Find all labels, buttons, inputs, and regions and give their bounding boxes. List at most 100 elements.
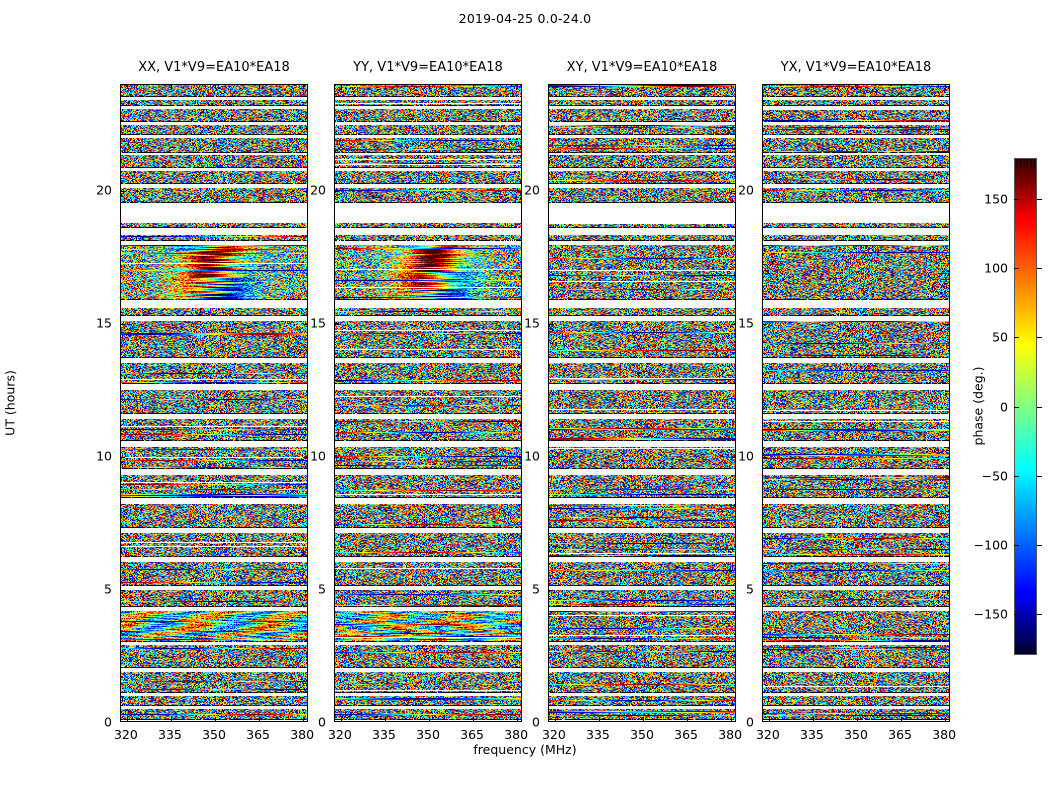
panel-title-xx: XX, V1*V9=EA10*EA18 xyxy=(138,60,290,75)
colorbar-tick xyxy=(1014,199,1019,201)
x-tick-label: 350 xyxy=(630,727,654,742)
x-tick xyxy=(429,717,430,721)
x-tick xyxy=(340,85,342,89)
x-tick xyxy=(170,85,172,89)
y-axis-label: UT (hours) xyxy=(2,370,18,436)
heatmap-yx xyxy=(763,85,949,721)
x-tick xyxy=(170,717,172,721)
colorbar-tick-label: 100 xyxy=(984,260,1008,276)
panel-xx: XX, V1*V9=EA10*EA18 320 335 350 365 380 0 5 10 15… xyxy=(96,60,314,742)
colorbar-tick xyxy=(1037,268,1042,270)
x-tick-label: 380 xyxy=(718,727,743,742)
y-tick-label: 5 xyxy=(532,581,540,597)
x-tick-label: 365 xyxy=(460,727,484,742)
y-tick xyxy=(945,324,949,326)
y-tick-label: 15 xyxy=(96,315,112,331)
x-tick xyxy=(303,85,305,89)
x-tick xyxy=(517,85,519,89)
y-tick xyxy=(945,590,949,592)
x-tick-label: 335 xyxy=(158,727,182,742)
y-tick-label: 20 xyxy=(738,182,754,198)
panel-title-xy: XY, V1*V9=EA10*EA18 xyxy=(566,60,718,75)
x-tick xyxy=(215,85,216,89)
axes-yy[interactable] xyxy=(334,84,522,722)
y-tick-label: 15 xyxy=(310,315,326,331)
figure-suptitle: 2019-04-25 0.0-24.0 xyxy=(458,11,592,26)
panel-yy: YY, V1*V9=EA10*EA18 320 335 350 365 380 0 5 10 15… xyxy=(310,60,528,742)
y-tick xyxy=(549,590,553,592)
y-tick xyxy=(517,457,521,459)
y-tick xyxy=(763,457,767,459)
y-tick xyxy=(945,191,949,193)
y-tick-label: 10 xyxy=(738,448,754,464)
axes-xy[interactable] xyxy=(548,84,736,722)
y-tick-label: 20 xyxy=(310,182,326,198)
panel-title-yy: YY, V1*V9=EA10*EA18 xyxy=(353,60,503,75)
colorbar-tick xyxy=(1014,406,1019,408)
y-tick xyxy=(121,590,125,592)
x-tick xyxy=(901,85,903,89)
y-tick xyxy=(763,324,767,326)
x-tick xyxy=(901,717,903,721)
y-tick xyxy=(303,324,307,326)
y-tick xyxy=(121,191,125,193)
heatmap-xx xyxy=(121,85,307,721)
x-tick xyxy=(812,85,814,89)
x-tick-label: 320 xyxy=(755,727,780,742)
colorbar-tick xyxy=(1014,475,1019,477)
x-tick xyxy=(598,85,600,89)
x-tick xyxy=(259,85,261,89)
panel-xy: XY, V1*V9=EA10*EA18 320 335 350 365 380 0 5 10 15… xyxy=(524,60,742,742)
y-tick-label: 5 xyxy=(318,581,326,597)
colorbar-tick xyxy=(1014,613,1019,615)
y-tick-label: 15 xyxy=(524,315,540,331)
panel-yx: YX, V1*V9=EA10*EA18 320 335 350 365 380 0 5 10 15… xyxy=(738,60,956,742)
y-tick-label: 20 xyxy=(524,182,540,198)
x-tick-label: 365 xyxy=(674,727,698,742)
x-tick xyxy=(768,717,770,721)
x-tick xyxy=(554,717,556,721)
axes-xx[interactable] xyxy=(120,84,308,722)
x-tick xyxy=(945,717,947,721)
x-tick xyxy=(812,717,814,721)
y-tick-label: 20 xyxy=(96,182,112,198)
x-tick-label: 320 xyxy=(113,727,138,742)
colorbar-tick xyxy=(1037,613,1042,615)
x-tick xyxy=(687,85,689,89)
y-tick xyxy=(335,191,339,193)
x-tick xyxy=(945,85,947,89)
x-tick-label: 380 xyxy=(290,727,315,742)
x-tick-label: 380 xyxy=(504,727,529,742)
y-tick xyxy=(517,191,521,193)
x-tick xyxy=(643,85,644,89)
x-tick xyxy=(598,717,600,721)
y-tick xyxy=(731,191,735,193)
colorbar-tick-label: −50 xyxy=(981,468,1008,484)
y-tick xyxy=(731,457,735,459)
x-tick xyxy=(731,717,733,721)
x-tick-label: 335 xyxy=(586,727,610,742)
colorbar-gradient xyxy=(1015,159,1036,654)
colorbar-tick xyxy=(1037,406,1042,408)
y-tick xyxy=(945,457,949,459)
x-tick-label: 350 xyxy=(416,727,440,742)
y-tick xyxy=(335,590,339,592)
x-tick xyxy=(473,717,475,721)
x-tick xyxy=(517,717,519,721)
y-tick-label: 10 xyxy=(96,448,112,464)
x-tick-label: 365 xyxy=(246,727,270,742)
x-tick xyxy=(429,85,430,89)
x-tick xyxy=(473,85,475,89)
y-tick-label: 5 xyxy=(104,581,112,597)
colorbar-tick xyxy=(1014,268,1019,270)
axes-yx[interactable] xyxy=(762,84,950,722)
x-tick xyxy=(554,85,556,89)
y-tick xyxy=(549,457,553,459)
colorbar-tick xyxy=(1037,199,1042,201)
y-tick xyxy=(335,457,339,459)
y-tick-label: 0 xyxy=(104,714,112,730)
y-tick xyxy=(517,324,521,326)
y-tick xyxy=(303,457,307,459)
x-tick-label: 350 xyxy=(202,727,226,742)
